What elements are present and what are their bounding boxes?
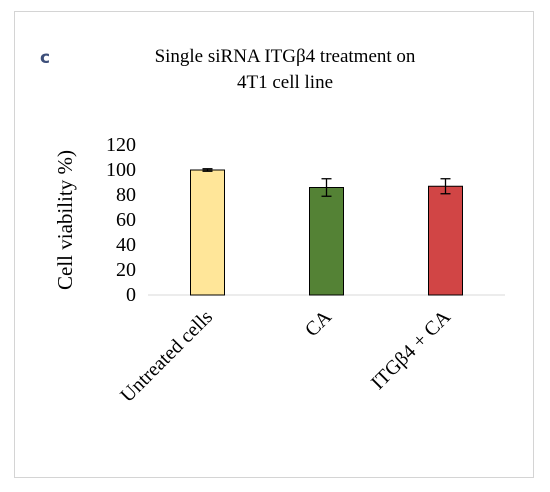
y-tick-label-0: 0: [126, 284, 136, 306]
error-bar-1: [321, 178, 332, 197]
y-tick-label-5: 100: [106, 159, 136, 181]
x-tick-label-0: Untreated cells: [116, 306, 217, 407]
panel-label: c: [40, 48, 51, 68]
error-bar-0: [202, 168, 213, 172]
y-tick-label-6: 120: [106, 134, 136, 156]
bar-0: [190, 169, 225, 296]
x-tick-label-2: ITGβ4 + CA: [367, 306, 455, 394]
y-tick-label-1: 20: [116, 259, 136, 281]
y-tick-label-3: 60: [116, 209, 136, 231]
y-tick-label-2: 40: [116, 234, 136, 256]
bar-2: [428, 185, 463, 296]
bar-1: [309, 187, 344, 296]
chart-title: Single siRNA ITGβ4 treatment on 4T1 cell…: [154, 46, 416, 93]
y-tick-label-4: 80: [116, 184, 136, 206]
error-bar-2: [440, 178, 451, 195]
x-tick-label-1: CA: [301, 306, 337, 342]
y-axis-label: Cell viability %): [53, 150, 77, 290]
